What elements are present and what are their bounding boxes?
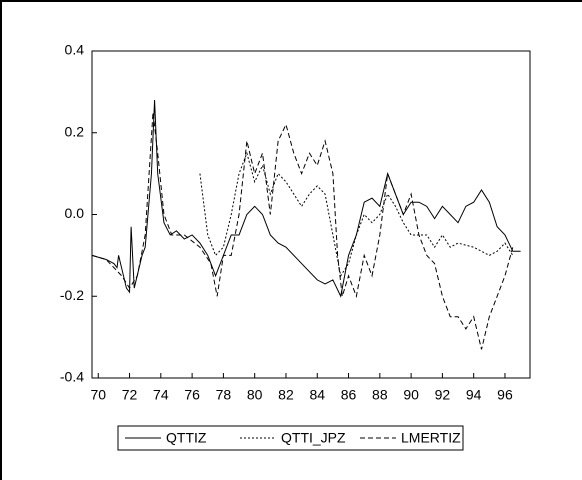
x-tick-label: 90 — [403, 387, 419, 403]
legend-box — [117, 425, 464, 451]
x-tick-label: 96 — [497, 387, 513, 403]
x-tick-label: 82 — [278, 387, 294, 403]
x-tick-label: 92 — [435, 387, 451, 403]
series-line — [91, 112, 514, 350]
x-tick-label: 88 — [372, 387, 388, 403]
x-tick-label: 84 — [309, 387, 325, 403]
x-tick-label: 80 — [247, 387, 263, 403]
x-tick-label: 74 — [153, 387, 169, 403]
series-line — [91, 100, 521, 298]
legend-label: LMERTIZ — [401, 430, 461, 446]
legend-label: QTTIZ — [166, 430, 207, 446]
series-line — [199, 151, 514, 278]
y-tick-label: 0.4 — [65, 42, 85, 58]
y-tick-label: 0.0 — [65, 205, 85, 221]
y-tick-label: -0.4 — [60, 369, 84, 385]
x-tick-label: 72 — [122, 387, 138, 403]
y-tick-label: -0.2 — [60, 287, 84, 303]
x-tick-label: 94 — [466, 387, 482, 403]
y-tick-label: 0.2 — [65, 123, 85, 139]
plot-area — [91, 50, 531, 379]
x-tick-label: 86 — [341, 387, 357, 403]
legend-label: QTTI_JPZ — [281, 430, 346, 446]
x-tick-label: 78 — [216, 387, 232, 403]
x-tick-label: 76 — [184, 387, 200, 403]
x-tick-label: 70 — [90, 387, 106, 403]
